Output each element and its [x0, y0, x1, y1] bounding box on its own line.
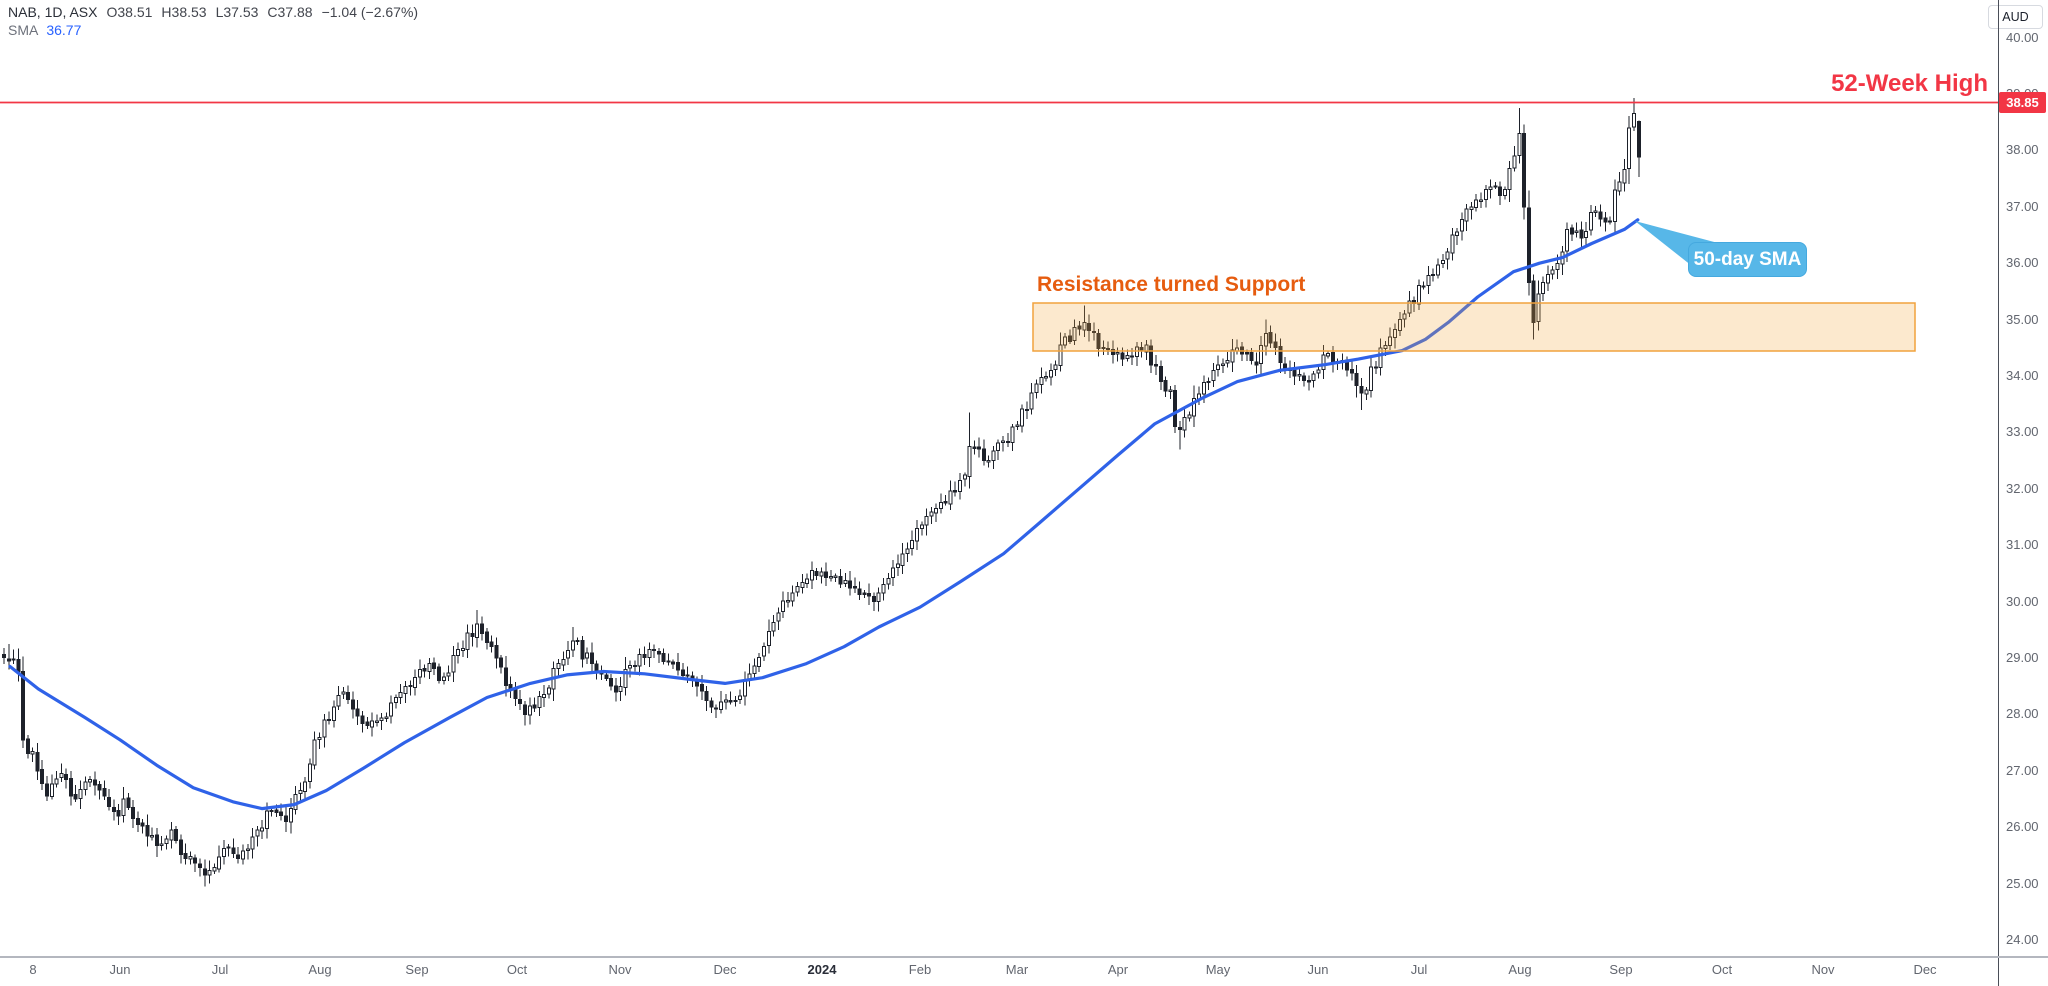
price-axis-label: 35.00	[2006, 312, 2039, 327]
price-axis-label: 24.00	[2006, 932, 2039, 947]
ohlc-item: L37.53	[215, 4, 259, 20]
price-axis-label: 34.00	[2006, 368, 2039, 383]
price-axis-label: 32.00	[2006, 481, 2039, 496]
support-zone-box[interactable]	[1032, 302, 1916, 352]
time-axis-label: Feb	[908, 962, 932, 977]
time-axis-label: Oct	[1711, 962, 1733, 977]
legend-sma-row[interactable]: SMA 36.77	[8, 21, 418, 39]
time-axis-label: Jun	[109, 962, 131, 977]
time-axis-label: Aug	[1508, 962, 1532, 977]
time-axis-border	[0, 956, 2048, 958]
time-axis-label: Nov	[608, 962, 632, 977]
price-axis-label: 30.00	[2006, 594, 2039, 609]
sma-indicator-label: SMA	[8, 22, 39, 38]
price-axis-label: 25.00	[2006, 876, 2039, 891]
ohlc-legend[interactable]: NAB, 1D, ASX O38.51 H38.53 L37.53 C37.88 −1.0…	[8, 3, 418, 39]
legend-symbol-row[interactable]: NAB, 1D, ASX O38.51 H38.53 L37.53 C37.88 −1.0…	[8, 3, 418, 21]
price-axis-border	[1998, 0, 1999, 986]
price-axis-label: 38.00	[2006, 142, 2039, 157]
currency-button[interactable]: AUD	[1988, 5, 2043, 29]
sma-callout[interactable]: 50-day SMA	[1688, 242, 1807, 277]
time-axis-label: Jun	[1307, 962, 1329, 977]
time-axis-label: Jul	[211, 962, 229, 977]
sma-indicator-value: 36.77	[46, 22, 82, 38]
time-axis-label: Apr	[1107, 962, 1129, 977]
time-axis[interactable]: 8 Jun Jul Aug Sep Oct Nov Dec 2024 Feb Mar Apr May Ju…	[0, 958, 2048, 986]
sma-line[interactable]	[8, 218, 1640, 811]
ohlc-item: O38.51	[106, 4, 153, 20]
time-axis-label: May	[1205, 962, 1231, 977]
support-zone-label[interactable]: Resistance turned Support	[1037, 273, 1306, 296]
time-axis-label: Aug	[308, 962, 332, 977]
ohlc-item: H38.53	[161, 4, 207, 20]
time-axis-label: 8	[29, 962, 37, 977]
price-axis-label: 28.00	[2006, 706, 2039, 721]
price-axis-label: 31.00	[2006, 537, 2039, 552]
ohlc-item: C37.88	[267, 4, 313, 20]
symbol-title: NAB, 1D, ASX	[8, 4, 98, 20]
time-axis-label: Jul	[1410, 962, 1428, 977]
time-axis-label: Sep	[1609, 962, 1633, 977]
time-axis-label: Mar	[1005, 962, 1029, 977]
price-axis[interactable]: 24.00 25.00 26.00 27.00 28.00 29.00 30.00 31.00…	[1998, 0, 2048, 956]
price-axis-label: 26.00	[2006, 819, 2039, 834]
time-axis-label: Oct	[506, 962, 528, 977]
candles-layer	[2, 97, 1641, 887]
time-axis-label: 2024	[807, 962, 837, 977]
price-axis-label: 29.00	[2006, 650, 2039, 665]
time-axis-label: Dec	[713, 962, 737, 977]
price-badge: 38.85	[1999, 92, 2046, 113]
time-axis-label: Nov	[1811, 962, 1835, 977]
price-axis-label: 27.00	[2006, 763, 2039, 778]
price-axis-label: 37.00	[2006, 199, 2039, 214]
time-axis-label: Sep	[405, 962, 429, 977]
price-axis-label: 36.00	[2006, 255, 2039, 270]
price-axis-label: 33.00	[2006, 424, 2039, 439]
52-week-high-label[interactable]: 52-Week High	[1831, 70, 1988, 97]
time-axis-label: Dec	[1913, 962, 1937, 977]
price-axis-label: 40.00	[2006, 30, 2039, 45]
change-value: −1.04 (−2.67%)	[321, 4, 419, 20]
ohlc-values: O38.51 H38.53 L37.53 C37.88	[97, 4, 312, 20]
